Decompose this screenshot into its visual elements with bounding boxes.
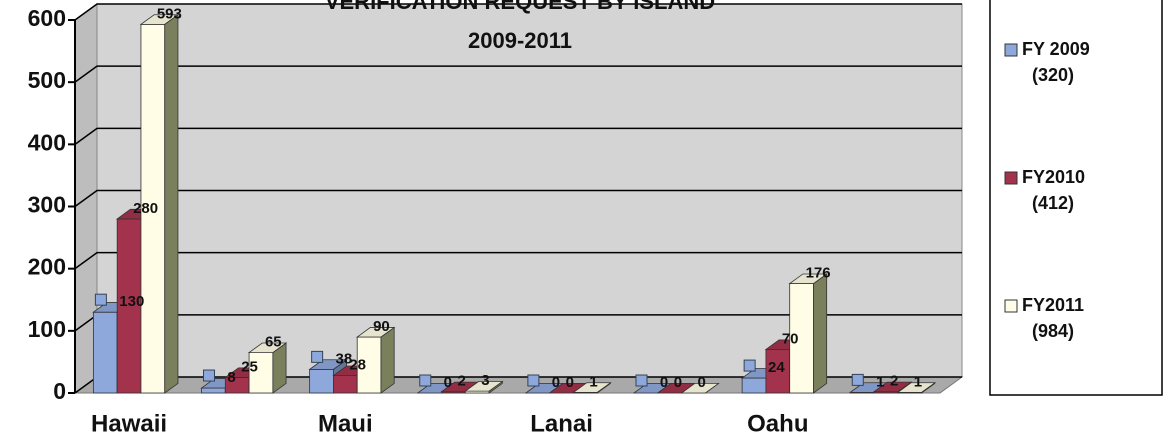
- y-tick-label: 500: [28, 67, 66, 93]
- x-tick-label: Lanai: [530, 410, 593, 437]
- bar: [247, 342, 288, 394]
- bar-top: [139, 14, 180, 25]
- x-tick-label: Oahu: [747, 410, 808, 437]
- legend-note: (320): [1032, 65, 1074, 85]
- legend-swatch: [1004, 299, 1018, 313]
- bar-front: [201, 387, 226, 394]
- value-label: 2: [890, 373, 898, 390]
- bar-side: [164, 13, 179, 394]
- y-tick-label: 600: [28, 5, 66, 31]
- bar-side: [380, 326, 395, 394]
- value-label: 593: [157, 5, 182, 22]
- value-label: 1: [589, 373, 597, 390]
- bar-top: [788, 273, 828, 284]
- value-label: 24: [768, 359, 785, 376]
- value-marker: [743, 359, 756, 372]
- value-label: 280: [133, 200, 158, 217]
- legend-note: (412): [1032, 193, 1074, 213]
- grid-line: [74, 189, 962, 208]
- y-tick-label: 400: [28, 129, 66, 155]
- value-marker: [311, 350, 324, 363]
- legend-label: FY2011: [1022, 295, 1084, 315]
- bar-top: [308, 359, 348, 370]
- legend-label: FY2010: [1022, 167, 1085, 187]
- value-label: 0: [697, 374, 705, 391]
- bar: [896, 381, 937, 394]
- bar-front: [741, 377, 767, 394]
- bar-front: [333, 375, 358, 394]
- value-marker: [635, 374, 648, 387]
- value-marker: [203, 369, 216, 382]
- bar-top: [464, 381, 504, 392]
- bar: [572, 381, 612, 394]
- legend-swatch: [1004, 171, 1018, 185]
- y-tick-label: 0: [53, 378, 66, 404]
- x-tick-label: Hawaii: [91, 410, 167, 437]
- value-marker: [527, 374, 540, 387]
- bar: [680, 382, 720, 394]
- x-tick-label: Maui: [318, 410, 373, 437]
- bar-front: [309, 368, 334, 394]
- bar-front: [92, 311, 118, 394]
- bar-top: [872, 381, 913, 393]
- bar: [139, 13, 180, 394]
- bar-top: [680, 382, 720, 394]
- bar: [355, 326, 396, 394]
- value-label: 0: [674, 374, 682, 391]
- value-label: 70: [782, 330, 799, 347]
- y-tick-label: 100: [28, 316, 66, 342]
- legend-note: (984): [1032, 321, 1074, 341]
- value-marker: [94, 293, 107, 306]
- value-label: 0: [552, 374, 560, 391]
- value-label: 8: [227, 369, 235, 386]
- value-label: 25: [241, 358, 258, 375]
- chart-subtitle: 2009-2011: [468, 28, 572, 53]
- value-label: 0: [566, 374, 574, 391]
- y-tick-label: 200: [28, 254, 66, 280]
- bar: [464, 380, 504, 394]
- value-label: 1: [914, 373, 922, 390]
- value-label: 0: [444, 374, 452, 391]
- bar-side: [813, 273, 828, 394]
- value-label: 1: [876, 373, 884, 390]
- y-tick-label: 300: [28, 192, 66, 218]
- legend-swatch: [1004, 43, 1018, 57]
- value-label: 3: [481, 372, 489, 389]
- value-label: 65: [265, 334, 282, 351]
- bar-top: [247, 342, 288, 353]
- bar-top: [355, 327, 396, 338]
- grid-line: [74, 251, 962, 270]
- grid-line: [74, 65, 962, 83]
- plot-area: [68, 3, 964, 394]
- grid-line: [74, 3, 962, 21]
- bar-top: [572, 382, 612, 393]
- value-label: 28: [349, 357, 366, 374]
- grid-line: [74, 127, 962, 145]
- value-marker: [419, 374, 432, 387]
- value-label: 0: [660, 374, 668, 391]
- value-label: 38: [336, 350, 353, 367]
- legend-box: [989, 0, 1163, 396]
- chart-title: VERIFICATION REQUEST BY ISLAND: [325, 0, 715, 14]
- bar: [788, 273, 828, 394]
- value-label: 176: [806, 265, 831, 282]
- value-label: 90: [373, 318, 390, 335]
- value-label: 130: [119, 293, 144, 310]
- bar-top: [896, 382, 937, 393]
- value-marker: [851, 373, 864, 386]
- value-label: 2: [457, 373, 465, 390]
- legend-label: FY 2009: [1022, 39, 1090, 59]
